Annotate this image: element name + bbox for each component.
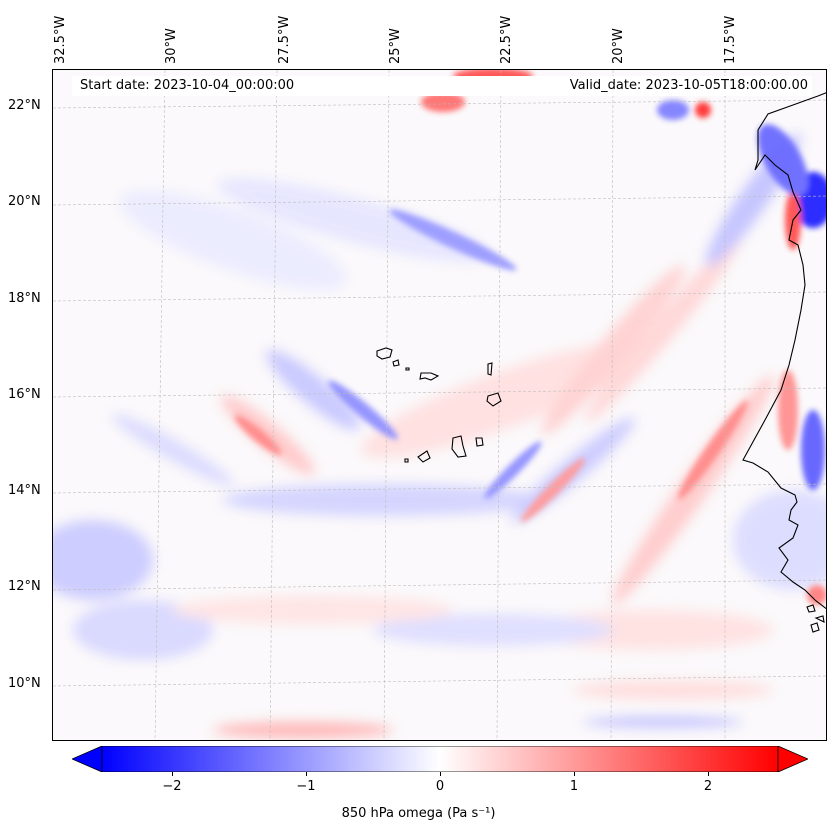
lat-label-20n: 20°N	[8, 194, 41, 209]
omega-field-map	[53, 70, 826, 740]
cb-label-2: 2	[703, 779, 713, 794]
cb-tick-2	[708, 772, 709, 776]
lat-label-14n: 14°N	[8, 483, 41, 498]
cb-tick-1	[574, 772, 575, 776]
cb-tick-m2	[172, 772, 173, 776]
colorbar-title: 850 hPa omega (Pa s⁻¹)	[341, 806, 496, 821]
cape-verde-islands	[376, 347, 502, 463]
cb-tick-m1	[306, 772, 307, 776]
valid-date-label: Valid_date: 2023-10-05T18:00:00.00	[512, 76, 812, 96]
island-santo-antao	[376, 347, 393, 360]
colorbar-gradient	[101, 746, 779, 772]
lat-label-10n: 10°N	[8, 676, 41, 691]
island-sao-nicolau	[419, 372, 440, 381]
lat-label-12n: 12°N	[8, 579, 41, 594]
island-santiago	[451, 435, 467, 458]
graticule	[53, 70, 826, 740]
colorbar-extend-max	[777, 746, 808, 772]
island-maio	[475, 437, 484, 447]
island-santa-luzia	[405, 367, 410, 371]
cb-label-m2: −2	[162, 779, 182, 794]
lat-label-22n: 22°N	[8, 98, 41, 113]
cb-label-m1: −1	[296, 779, 316, 794]
cb-tick-0	[440, 772, 441, 776]
lon-label-20w: 20°W	[611, 28, 626, 64]
island-sao-vicente	[392, 359, 400, 367]
colorbar-extend-min	[72, 746, 103, 772]
island-fogo	[417, 450, 431, 463]
lon-label-30w: 30°W	[164, 28, 179, 64]
cb-label-1: 1	[569, 779, 579, 794]
west-africa-coastline	[742, 92, 826, 633]
lon-label-22-5w: 22.5°W	[499, 15, 514, 64]
colorbar	[72, 746, 808, 772]
lon-label-27-5w: 27.5°W	[277, 15, 292, 64]
map-panel	[52, 69, 827, 741]
island-brava	[404, 458, 409, 463]
omega-field-strong	[234, 70, 826, 605]
coastline-mainland	[742, 92, 826, 610]
island-boa-vista	[486, 392, 502, 407]
lon-label-17-5w: 17.5°W	[723, 15, 738, 64]
lon-label-25w: 25°W	[388, 28, 403, 64]
lon-label-32-5w: 32.5°W	[53, 15, 68, 64]
start-date-label: Start date: 2023-10-04_00:00:00	[72, 76, 520, 96]
lat-label-16n: 16°N	[8, 387, 41, 402]
lat-label-18n: 18°N	[8, 291, 41, 306]
island-sal	[487, 362, 493, 376]
cb-label-0: 0	[435, 779, 445, 794]
omega-field-bands	[53, 133, 826, 738]
